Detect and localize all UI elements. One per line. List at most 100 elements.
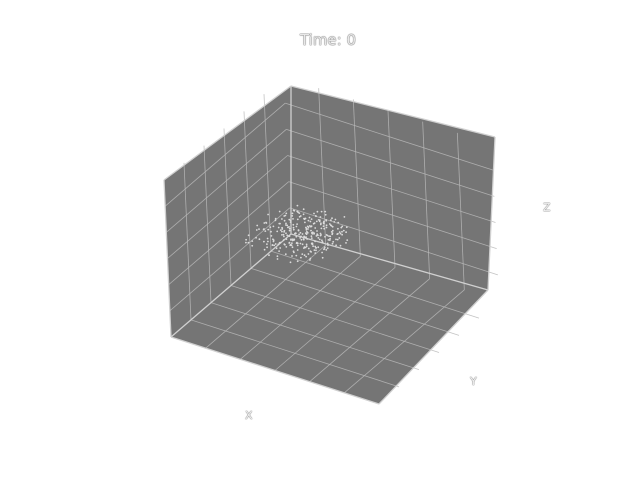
scatter-point (288, 218, 291, 221)
scatter-point (299, 231, 302, 234)
scatter-point (301, 233, 304, 235)
scatter-point (291, 255, 293, 257)
scatter-point (337, 221, 340, 224)
scatter-point (319, 234, 322, 237)
scatter-point (337, 227, 339, 230)
scatter-point (283, 219, 286, 222)
scatter-point (325, 219, 327, 221)
scatter-point (314, 252, 317, 255)
scatter-point (295, 242, 298, 245)
scatter-point (277, 226, 280, 229)
scatter-point (320, 227, 323, 230)
scatter-points (245, 204, 349, 264)
scatter-point (325, 224, 328, 227)
scatter-point (305, 236, 307, 239)
scatter-point (323, 227, 326, 230)
scatter-point (283, 229, 286, 232)
scatter-point (245, 241, 247, 244)
scatter-point (309, 257, 312, 260)
scatter-point (293, 238, 296, 241)
scatter-point (288, 227, 291, 230)
scatter-point (285, 222, 287, 225)
scatter-point (274, 243, 277, 245)
scatter-point (328, 235, 330, 238)
scatter-point (303, 254, 306, 257)
gridlines (164, 88, 498, 394)
scatter-point (291, 212, 294, 215)
scatter-point (318, 220, 321, 223)
scatter-point (283, 215, 286, 217)
scatter-point (338, 237, 341, 239)
scatter-point (331, 233, 334, 236)
scatter-point (272, 240, 275, 243)
scatter-point (307, 247, 310, 250)
scatter-point (305, 227, 308, 230)
y-axis-label: Y (470, 375, 477, 388)
scatter-point (291, 246, 294, 249)
scatter-point (272, 225, 275, 228)
scatter-point (296, 249, 299, 251)
scatter-point (289, 219, 292, 222)
scatter-point (304, 217, 307, 220)
scatter-point (292, 228, 295, 231)
scatter-point (251, 240, 254, 243)
scatter-point (296, 260, 299, 263)
box-edge (163, 85, 292, 181)
scatter-point (334, 218, 337, 221)
scatter-point (293, 209, 296, 212)
scatter-point (331, 229, 334, 232)
scatter-point (275, 247, 278, 250)
scatter-point (336, 233, 339, 236)
scatter-point (318, 238, 321, 241)
scatter-point (306, 225, 309, 228)
scatter-point (324, 235, 326, 238)
scatter-point (317, 234, 319, 237)
scatter-point (327, 244, 329, 247)
scatter-point (295, 225, 298, 228)
scatter-point (281, 234, 283, 236)
scatter-point (279, 229, 282, 232)
scatter-point (315, 235, 318, 237)
scatter-point (268, 254, 270, 257)
scatter-point (315, 249, 317, 252)
scatter-point (269, 226, 272, 229)
scatter-point (290, 238, 292, 241)
scatter-point (266, 246, 268, 249)
scatter-point (339, 232, 342, 235)
scatter-point (307, 219, 310, 222)
scatter-point (302, 208, 305, 211)
scatter-point (277, 243, 280, 246)
scatter-point (345, 231, 347, 234)
scatter-point (298, 233, 300, 236)
scatter-point (319, 216, 322, 218)
scatter-point (310, 235, 313, 238)
scatter-point (267, 228, 270, 231)
scatter-point (294, 232, 296, 235)
scatter-point (247, 234, 250, 237)
box-edge (290, 233, 489, 291)
scatter-point (278, 210, 281, 213)
scatter-point (285, 232, 287, 235)
scatter-point (282, 233, 285, 236)
scatter-point (319, 223, 322, 226)
scatter-point (271, 244, 274, 247)
scatter-point (262, 228, 265, 231)
scatter-point (270, 230, 272, 233)
scatter-point (335, 238, 337, 241)
scatter-point (299, 242, 302, 245)
scatter-point (265, 221, 267, 224)
scatter-point (320, 210, 323, 213)
scatter-point (264, 230, 267, 233)
floor-pane (171, 234, 488, 404)
scatter-point (302, 213, 305, 216)
scatter-point (292, 218, 294, 220)
scatter-point (283, 235, 285, 238)
scatter-point (247, 241, 250, 244)
back-pane (291, 86, 495, 290)
scatter-point (314, 245, 317, 248)
scatter-point (313, 222, 316, 225)
scatter-point (266, 243, 268, 246)
scatter-point (331, 217, 333, 220)
scatter-point (326, 247, 329, 250)
